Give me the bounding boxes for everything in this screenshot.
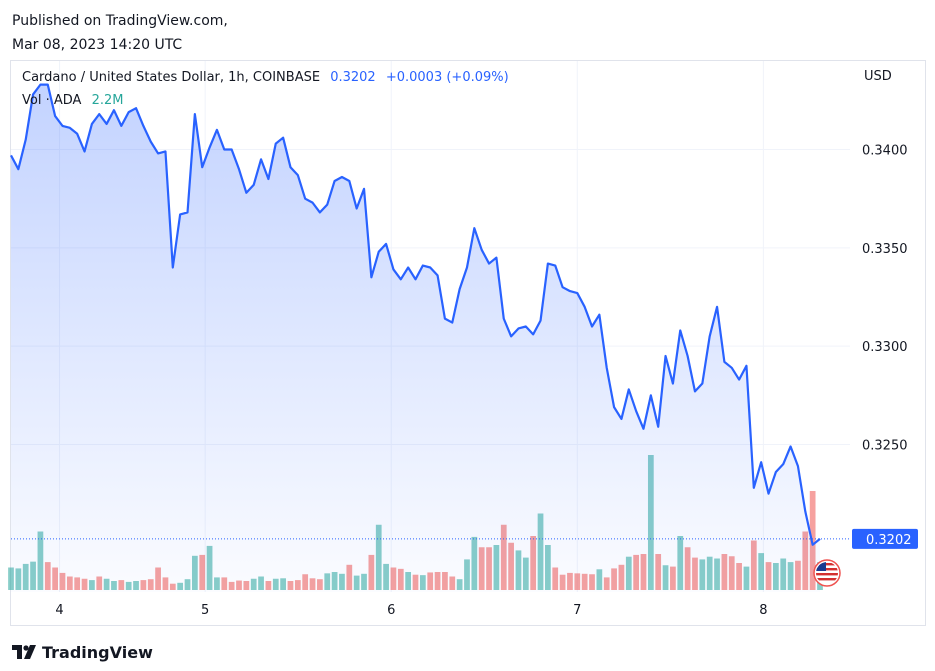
price-line: [10, 83, 821, 546]
symbol-legend[interactable]: Cardano / United States Dollar, 1h, COIN…: [22, 70, 509, 85]
last-price-badge: 0.3202: [852, 528, 918, 549]
last-price-badge-bg: [852, 528, 918, 549]
price-change: +0.0003 (+0.09%): [385, 70, 509, 85]
volume-label: Vol · ADA: [22, 93, 82, 108]
y-axis-ticks: 0.3400 0.3350 0.3300 0.3250: [862, 144, 908, 454]
publish-info: Published on TradingView.com, Mar 08, 20…: [12, 9, 228, 57]
us-flag-icon[interactable]: [813, 559, 841, 587]
x-tick-label: 4: [55, 603, 63, 618]
current-price: 0.3202: [330, 70, 376, 85]
y-tick-label: 0.3250: [862, 439, 908, 454]
published-text: Published on TradingView.com,: [12, 13, 228, 29]
x-tick-label: 6: [387, 603, 395, 618]
tradingview-logo-text: TradingView: [42, 642, 153, 662]
price-area-fill: [11, 84, 820, 592]
symbol-name: Cardano / United States Dollar, 1h, COIN…: [22, 70, 321, 85]
y-tick-label: 0.3300: [862, 340, 908, 355]
y-tick-label: 0.3350: [862, 242, 908, 257]
tradingview-logo[interactable]: TradingView: [12, 640, 153, 664]
x-tick-label: 5: [201, 603, 209, 618]
x-axis-ticks: 4 5 6 7 8: [55, 603, 767, 618]
volume-legend[interactable]: Vol · ADA 2.2M: [22, 93, 123, 108]
published-datetime: Mar 08, 2023 14:20 UTC: [12, 37, 183, 53]
x-tick-label: 7: [573, 603, 581, 618]
volume-value: 2.2M: [91, 93, 124, 108]
chart-frame: [10, 60, 926, 626]
axis-currency: USD: [864, 69, 892, 84]
x-tick-label: 8: [759, 603, 767, 618]
last-price-badge-label: 0.3202: [866, 533, 912, 548]
y-tick-label: 0.3400: [862, 144, 908, 159]
tradingview-logo-icon: [12, 645, 36, 659]
